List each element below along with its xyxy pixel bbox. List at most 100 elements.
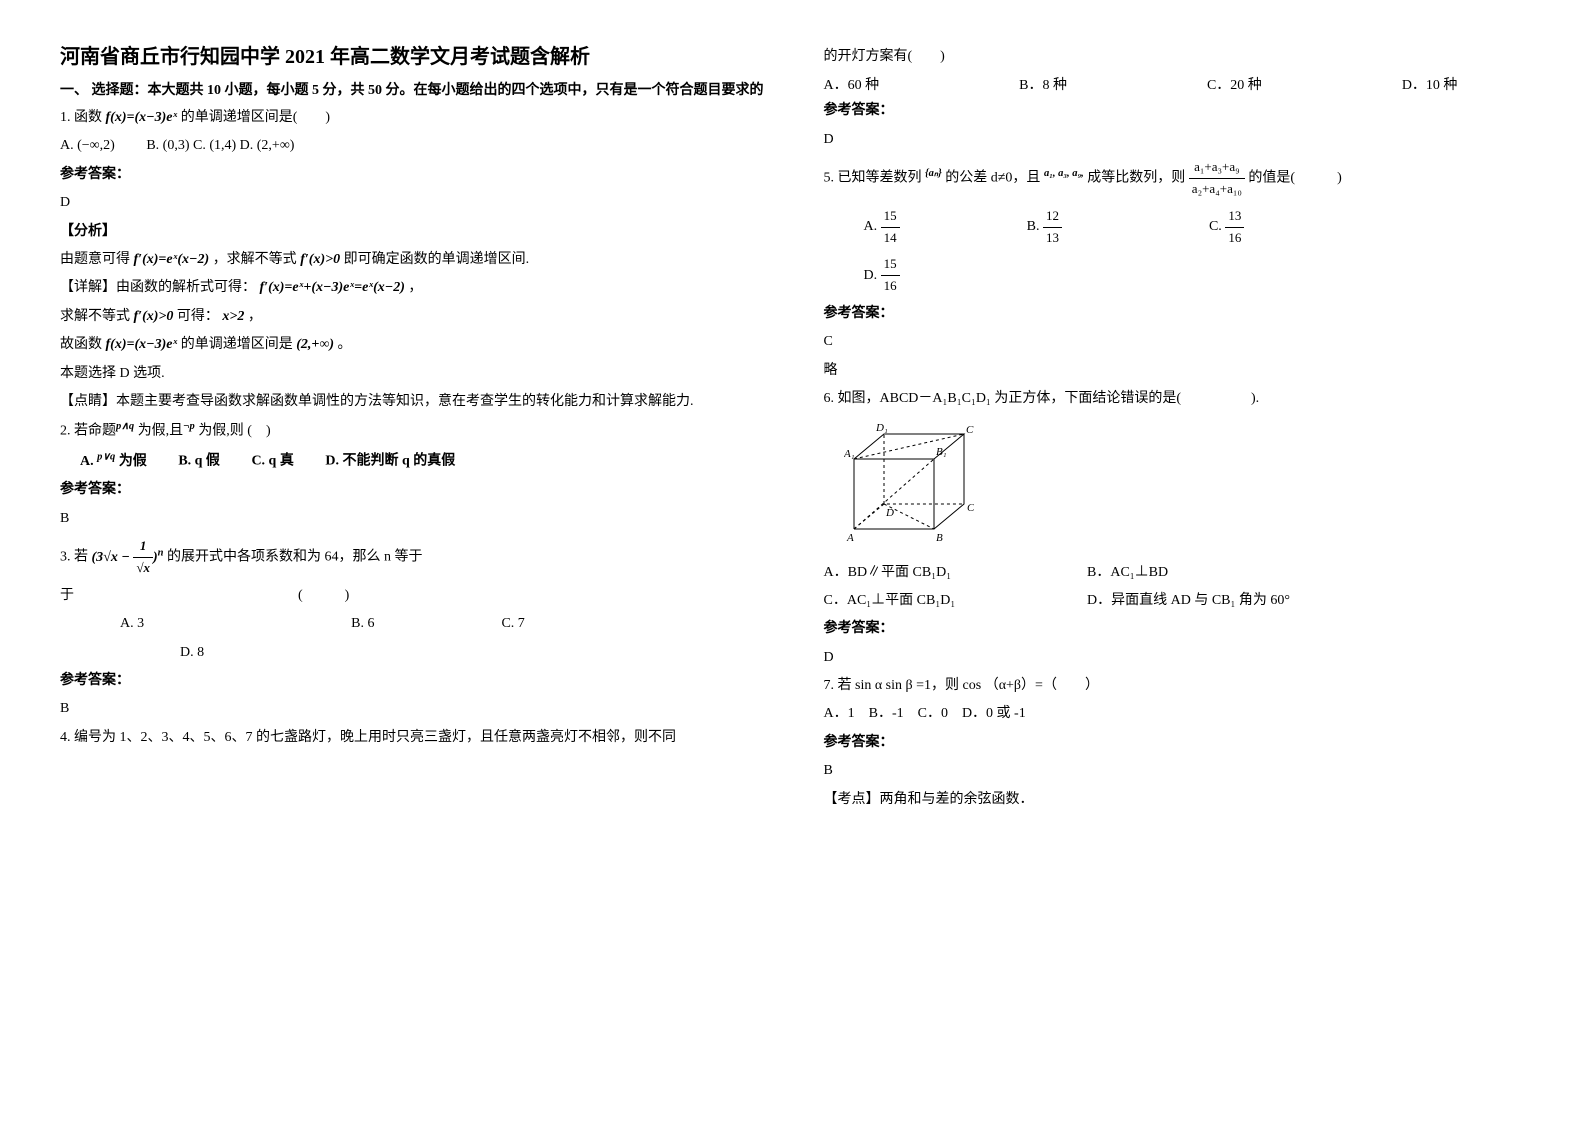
svg-text:A: A <box>846 532 854 544</box>
formula: f′(x)>0 <box>300 252 340 267</box>
q4-optA: A．60 种 <box>824 74 880 94</box>
q4-cont: 的开灯方案有( ) <box>824 46 1528 68</box>
text: 的展开式中各项系数和为 64，那么 n 等于 <box>167 550 423 565</box>
q1-optB: B. (0,3) <box>146 138 189 153</box>
formula: x>2 <box>222 309 244 324</box>
page-title: 河南省商丘市行知园中学 2021 年高二数学文月考试题含解析 <box>60 40 764 69</box>
q2-options: A. p∨q 为假 B. q 假 C. q 真 D. 不能判断 q 的真假 <box>60 449 764 473</box>
q1-optD: D. (2,+∞) <box>240 138 295 153</box>
q2-optC: C. q 真 <box>251 454 293 469</box>
q5-optD: D. 1516 <box>864 268 900 283</box>
text: ， <box>248 309 262 324</box>
q1-stem-pre: 1. 函数 <box>60 110 102 125</box>
q1-analysis-1: 由题意可得 f′(x)=eˣ(x−2) ，求解不等式 f′(x)>0 即可确定函… <box>60 249 764 271</box>
formula: (2,+∞) <box>296 337 334 352</box>
q3-stem: 3. 若 (3√x − 1√x)n 的展开式中各项系数和为 64，那么 n 等于 <box>60 536 764 579</box>
q6-optA: A．BD∥平面 CB₁D₁ <box>824 562 1084 584</box>
q7-options: A．1 B．-1 C．0 D．0 或 -1 <box>824 703 1528 725</box>
q1-analysis-label: 【分析】 <box>60 221 764 243</box>
q6-optD: D．异面直线 AD 与 CB₁ 角为 60° <box>1087 593 1290 608</box>
text: 的值是( ) <box>1248 171 1341 186</box>
q5-optA: A. 1514 <box>864 219 900 234</box>
q4-optD: D．10 种 <box>1402 74 1458 94</box>
q4-optB: B．8 种 <box>1019 74 1067 94</box>
svg-text:B: B <box>936 532 943 544</box>
svg-text:C₁: C₁ <box>966 424 974 436</box>
q7-answer-label: 参考答案： <box>824 732 1528 754</box>
q1-options: A. (−∞,2) B. (0,3) C. (1,4) D. (2,+∞) <box>60 135 764 157</box>
text: 【详解】由函数的解析式可得： <box>60 280 256 295</box>
svg-text:A₁: A₁ <box>844 448 855 460</box>
q1-formula: f(x)=(x−3)eˣ <box>106 110 178 125</box>
text: 3. 若 <box>60 550 92 565</box>
text: ， <box>408 280 422 295</box>
q3-options-row2: D. 8 <box>60 642 764 664</box>
formula: a₁, a₃, a₉, <box>1044 168 1084 179</box>
svg-text:D: D <box>885 507 894 519</box>
q1-answer: D <box>60 192 764 214</box>
q5-answer-label: 参考答案： <box>824 303 1528 325</box>
q3-answer: B <box>60 698 764 720</box>
q1-stem: 1. 函数 f(x)=(x−3)eˣ 的单调递增区间是( ) <box>60 107 764 129</box>
q6-stem: 6. 如图，ABCD－A₁B₁C₁D₁ 为正方体，下面结论错误的是( ). <box>824 388 1528 410</box>
formula: ¬p <box>183 421 195 432</box>
q1-analysis-3: 求解不等式 f′(x)>0 可得： x>2 ， <box>60 306 764 328</box>
q2-answer-label: 参考答案： <box>60 479 764 501</box>
q7-answer: B <box>824 760 1528 782</box>
q7-stem: 7. 若 sin α sin β =1，则 cos （α+β）=（ ） <box>824 675 1528 697</box>
text: ( ) <box>298 588 349 603</box>
q3-optC: C. 7 <box>501 616 524 631</box>
q6-optB: B．AC₁⊥BD <box>1087 565 1168 580</box>
q4-answer-label: 参考答案： <box>824 100 1528 122</box>
text: 。 <box>338 337 352 352</box>
q6-answer: D <box>824 647 1528 669</box>
q6-answer-label: 参考答案： <box>824 618 1528 640</box>
q2-optB: B. q 假 <box>178 454 220 469</box>
q6-options-2: C．AC₁⊥平面 CB₁D₁ D．异面直线 AD 与 CB₁ 角为 60° <box>824 590 1528 612</box>
text: 为假,则 ( ) <box>198 424 270 439</box>
text: ，求解不等式 <box>213 252 297 267</box>
q5-stem: 5. 已知等差数列 {aₙ} 的公差 d≠0，且 a₁, a₃, a₉, 成等比… <box>824 157 1528 200</box>
q5-options-2: D. 1516 <box>824 254 1528 297</box>
q2-optA-a: A. <box>80 454 97 469</box>
q1-analysis-2: 【详解】由函数的解析式可得： f′(x)=eˣ+(x−3)eˣ=eˣ(x−2) … <box>60 277 764 299</box>
q5-options-1: A. 1514 B. 1213 C. 1316 <box>824 206 1528 249</box>
svg-text:B₁: B₁ <box>936 446 947 458</box>
q1-analysis-4: 故函数 f(x)=(x−3)eˣ 的单调递增区间是 (2,+∞) 。 <box>60 334 764 356</box>
formula: {aₙ} <box>925 168 942 179</box>
formula: f(x)=(x−3)eˣ <box>106 337 178 352</box>
text: 成等比数列，则 <box>1087 171 1185 186</box>
text: 2. 若命题 <box>60 424 116 439</box>
q3-stem-2: 于 ( ) <box>60 585 764 607</box>
q3-answer-label: 参考答案： <box>60 670 764 692</box>
q5-main-frac: a₁+a₃+a₉a₂+a₄+a₁₀ <box>1189 157 1245 200</box>
svg-text:D₁: D₁ <box>875 422 888 434</box>
q5-omit: 略 <box>824 360 1528 382</box>
q2-stem: 2. 若命题p∧q 为假,且¬p 为假,则 ( ) <box>60 419 764 443</box>
q4-answer: D <box>824 129 1528 151</box>
q5-answer: C <box>824 331 1528 353</box>
formula: f′(x)=eˣ+(x−3)eˣ=eˣ(x−2) <box>260 280 405 295</box>
formula: f′(x)=eˣ(x−2) <box>134 252 210 267</box>
q2-answer: B <box>60 508 764 530</box>
q7-note: 【考点】两角和与差的余弦函数． <box>824 789 1528 811</box>
q3-optA: A. 3 <box>120 616 144 631</box>
text: 由题意可得 <box>60 252 130 267</box>
section-heading: 一、 选择题：本大题共 10 小题，每小题 5 分，共 50 分。在每小题给出的… <box>60 79 764 99</box>
q6-optC: C．AC₁⊥平面 CB₁D₁ <box>824 590 1084 612</box>
text: 5. 已知等差数列 <box>824 171 922 186</box>
q5-optC: C. 1316 <box>1209 219 1244 234</box>
formula: f′(x)>0 <box>134 309 174 324</box>
q3-expr: (3√x − 1√x)n <box>92 550 164 565</box>
q4-stem: 4. 编号为 1、2、3、4、5、6、7 的七盏路灯，晚上用时只亮三盏灯，且任意… <box>60 727 764 749</box>
text: 可得： <box>177 309 219 324</box>
svg-text:C: C <box>967 502 974 514</box>
text: 的单调递增区间是 <box>181 337 293 352</box>
q1-optA: A. (−∞,2) <box>60 138 115 153</box>
text: 为假,且 <box>138 424 184 439</box>
cube-svg: A B C D A₁ B₁ C₁ D₁ <box>844 419 974 549</box>
text: 即可确定函数的单调递增区间. <box>344 252 530 267</box>
q1-analysis-5: 本题选择 D 选项. <box>60 363 764 385</box>
q3-options-row1: A. 3 B. 6 C. 7 <box>60 613 764 635</box>
formula: p∨q <box>97 451 115 462</box>
